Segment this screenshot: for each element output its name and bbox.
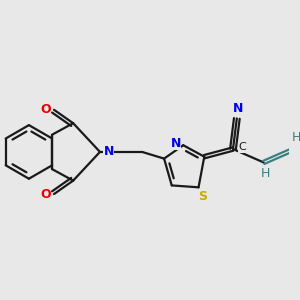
Text: H: H [292,131,300,144]
Text: O: O [40,188,51,200]
Text: S: S [198,190,207,203]
Text: H: H [261,167,270,180]
Text: O: O [40,103,51,116]
Text: N: N [103,146,114,158]
Text: N: N [170,137,181,150]
Text: C: C [239,142,246,152]
Text: N: N [232,102,243,115]
